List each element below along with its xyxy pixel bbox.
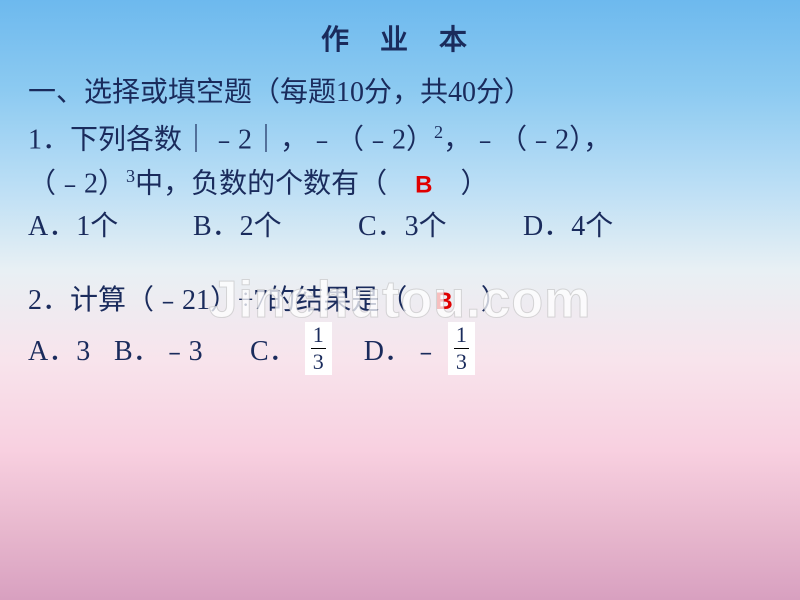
- q2-frac-c: 1 3: [305, 322, 332, 375]
- frac-num: 1: [311, 324, 326, 349]
- q1-option-d: D．4个: [523, 205, 613, 248]
- q1-exp1: 2: [434, 122, 443, 142]
- question-1: 1．下列各数｜﹣2｜，﹣（﹣2）2，﹣（﹣2）， （﹣2）3中，负数的个数有（ …: [0, 118, 800, 205]
- q1-option-c: C．3个: [358, 205, 508, 248]
- q2-options: A．3 B．﹣3 C． 1 3 D．﹣ 1 3: [0, 322, 800, 375]
- q1-option-b: B．2个: [193, 205, 343, 248]
- q2-option-d-prefix: D．﹣: [364, 329, 440, 369]
- frac-den: 3: [454, 349, 469, 373]
- page-title: 作 业 本: [0, 0, 800, 70]
- q1-mid1: ，﹣（﹣2），: [443, 124, 611, 155]
- q1-options: A．1个 B．2个 C．3个 D．4个: [0, 205, 800, 248]
- question-2: 2．计算（﹣21）÷7的结果是（ B ）: [0, 279, 800, 322]
- q2-text: 2．计算（﹣21）÷7的结果是（: [28, 285, 435, 316]
- q2-option-a: A．3: [28, 329, 108, 369]
- frac-den: 3: [311, 349, 326, 373]
- q1-option-a: A．1个: [28, 205, 178, 248]
- q2-option-c-prefix: C．: [250, 329, 297, 369]
- q2-option-b: B．﹣3: [114, 329, 244, 369]
- section-header: 一、选择或填空题（每题10分，共40分）: [0, 70, 800, 118]
- q1-line2-suffix: 中，负数的个数有（: [135, 168, 415, 199]
- q1-prefix: 1．下列各数｜﹣2｜，﹣（﹣2）: [28, 124, 434, 155]
- frac-num: 1: [454, 324, 469, 349]
- q2-frac-d: 1 3: [448, 322, 475, 375]
- q2-close: ）: [453, 285, 509, 316]
- q1-answer: B: [415, 171, 432, 198]
- q1-line2-close: ）: [432, 168, 488, 199]
- q1-exp2: 3: [126, 166, 135, 186]
- q1-line2-prefix: （﹣2）: [28, 168, 126, 199]
- q2-answer: B: [435, 288, 452, 315]
